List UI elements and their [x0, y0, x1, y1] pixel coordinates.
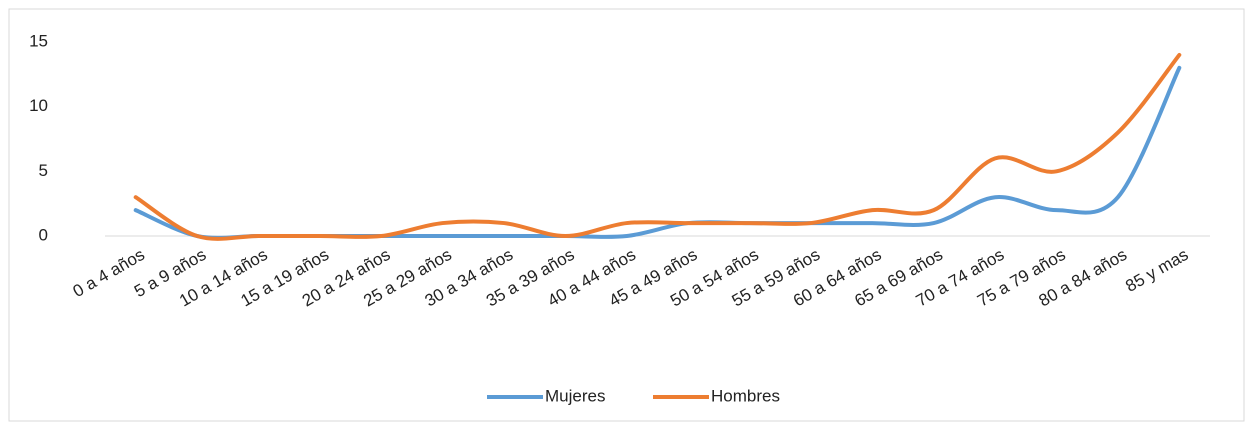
y-tick-label: 10 [29, 96, 48, 115]
y-tick-label: 15 [29, 31, 48, 50]
chart-border [8, 8, 1245, 422]
legend-label: Mujeres [545, 386, 605, 405]
y-tick-label: 0 [39, 225, 48, 244]
legend-label: Hombres [711, 386, 780, 405]
line-series [133, 52, 1182, 241]
y-tick-label: 5 [39, 161, 48, 180]
